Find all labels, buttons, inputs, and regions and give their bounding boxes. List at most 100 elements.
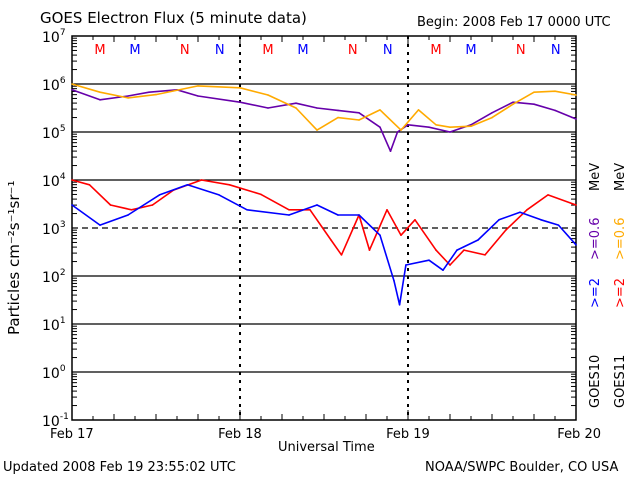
x-axis-label: Universal Time — [278, 440, 375, 455]
local-noon-midnight-marker: N — [551, 43, 561, 58]
data-point — [449, 264, 451, 266]
data-point — [575, 244, 577, 246]
data-point — [405, 264, 407, 266]
data-point — [491, 116, 493, 119]
y-tick-label: 100 — [42, 364, 66, 382]
data-point — [398, 304, 401, 306]
begin-label: Begin: 2008 Feb 17 0000 UTC — [417, 15, 611, 30]
data-point — [200, 179, 203, 181]
data-point — [484, 254, 486, 256]
data-point — [295, 107, 297, 109]
data-point — [71, 83, 73, 85]
data-point — [155, 93, 157, 96]
data-point — [260, 193, 262, 196]
x-tick-label: Feb 20 — [557, 427, 601, 442]
y-tick-label: 107 — [42, 28, 66, 46]
y-tick-label: 104 — [42, 172, 66, 190]
data-point — [316, 107, 318, 109]
goes10-ge06-label: >=0.6 — [588, 217, 603, 260]
data-point — [151, 204, 154, 206]
data-point — [71, 88, 73, 91]
y-tick-exponent: 1 — [60, 316, 66, 326]
goes11-ge06-label: >=0.6 — [613, 217, 628, 260]
series-line-goes11-2-mev — [71, 179, 577, 266]
data-point — [197, 95, 199, 97]
data-point — [428, 126, 430, 128]
y-axis-label: Particles cm⁻²s⁻¹sr⁻¹ — [5, 180, 23, 335]
data-point — [470, 125, 472, 128]
data-point — [99, 99, 101, 101]
credit-label: NOAA/SWPC Boulder, CO USA — [425, 460, 619, 475]
updated-timestamp: Updated 2008 Feb 19 23:55:02 UTC — [3, 460, 236, 475]
data-point — [358, 214, 360, 216]
y-tick-exponent: 3 — [60, 220, 66, 230]
data-point — [358, 119, 360, 121]
data-point — [396, 131, 399, 133]
data-point — [288, 214, 290, 216]
data-point — [197, 85, 199, 87]
data-point — [435, 124, 437, 126]
local-noon-midnight-marker: M — [262, 43, 273, 58]
data-point — [88, 184, 91, 186]
y-tick-exponent: -1 — [60, 412, 69, 422]
data-point — [575, 94, 577, 96]
data-point — [295, 102, 297, 104]
data-point — [358, 112, 360, 114]
data-point — [407, 124, 409, 126]
data-point — [400, 234, 402, 236]
goes10-ge2-label: >=2 — [588, 277, 603, 308]
data-point — [533, 91, 535, 93]
chart-title: GOES Electron Flux (5 minute data) — [40, 9, 307, 27]
y-tick-label: 105 — [42, 124, 66, 142]
data-point — [449, 126, 451, 128]
data-point — [109, 204, 112, 206]
data-point — [498, 219, 500, 221]
local-noon-midnight-marker: M — [129, 43, 140, 58]
data-point — [540, 219, 542, 221]
goes10-mev-label: MeV — [588, 162, 603, 191]
data-point — [309, 208, 311, 211]
data-point — [267, 107, 269, 109]
data-point — [575, 204, 577, 206]
data-point — [239, 101, 241, 104]
x-tick-label: Feb 17 — [50, 427, 94, 442]
local-noon-midnight-marker: M — [465, 43, 476, 58]
data-point — [575, 118, 577, 120]
x-tick-label: Feb 19 — [386, 427, 430, 442]
data-point — [379, 126, 381, 128]
data-point — [547, 194, 549, 196]
y-tick-label: 106 — [42, 76, 66, 94]
y-tick-exponent: 2 — [60, 268, 66, 278]
data-point — [400, 129, 402, 131]
data-point — [557, 224, 560, 226]
y-tick-exponent: 5 — [60, 124, 66, 134]
data-point — [393, 280, 395, 282]
data-point — [127, 95, 129, 97]
goes10-label: GOES10 — [588, 354, 603, 408]
data-point — [288, 208, 290, 211]
data-point — [337, 214, 339, 216]
y-tick-exponent: 0 — [60, 364, 66, 374]
data-point — [130, 208, 133, 211]
series-line-goes10-2-mev — [71, 184, 577, 306]
data-point — [505, 229, 507, 231]
y-tick-label: 103 — [42, 220, 66, 238]
data-point — [491, 112, 493, 114]
data-point — [389, 150, 392, 152]
y-tick-label: 101 — [42, 316, 66, 334]
local-noon-midnight-marker: M — [94, 43, 105, 58]
data-point — [99, 224, 101, 226]
data-point — [368, 249, 371, 251]
data-point — [228, 184, 231, 186]
data-point — [337, 116, 339, 119]
data-point — [379, 234, 381, 236]
data-point — [463, 249, 465, 251]
data-point — [71, 179, 73, 181]
data-point — [71, 204, 73, 206]
data-point — [417, 109, 420, 111]
data-point — [99, 91, 101, 93]
goes11-mev-label: MeV — [613, 162, 628, 191]
data-point — [533, 103, 535, 105]
